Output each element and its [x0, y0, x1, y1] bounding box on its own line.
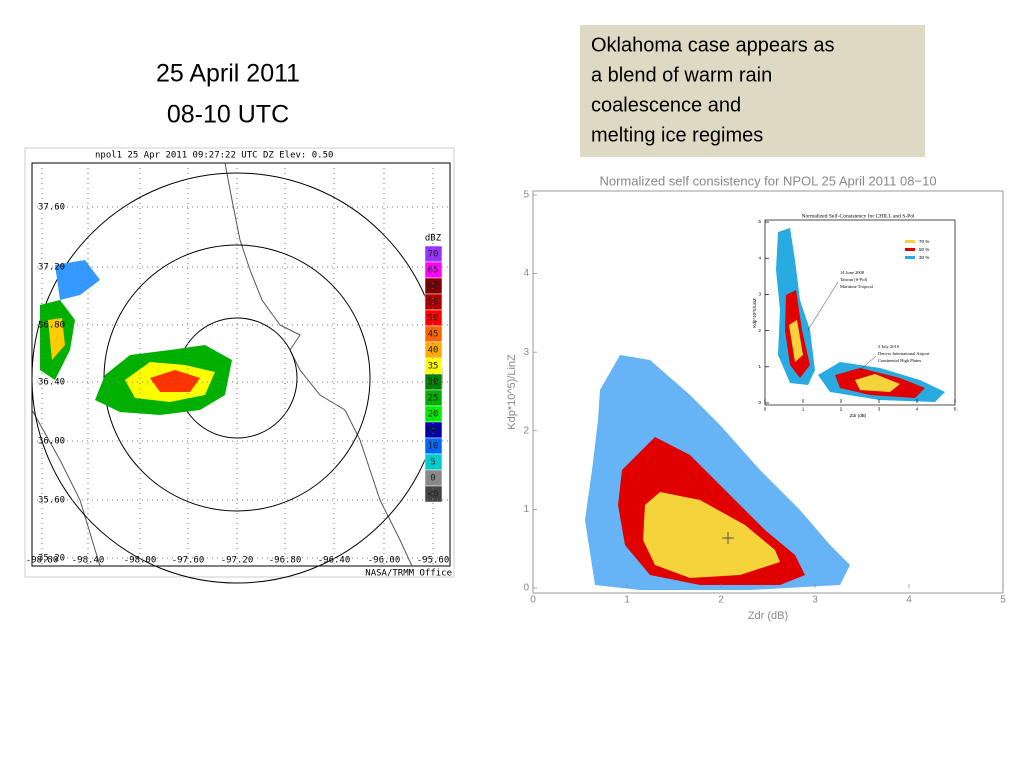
x-tick-label: 3 — [878, 407, 881, 412]
echo — [48, 318, 65, 360]
annotation: 3 July 2010 — [878, 344, 900, 349]
inset-plot — [764, 219, 956, 406]
lon-label: -96.00 — [368, 556, 401, 566]
lon-label: -98.40 — [72, 556, 105, 566]
radar-plot — [31, 162, 451, 567]
lat-label: 35.60 — [38, 496, 65, 506]
note-text: melting ice regimes — [591, 124, 763, 146]
y-tick-label: 5 — [523, 190, 529, 201]
inset-chart: Normalized Self-Consistency for CHILL an… — [752, 210, 962, 422]
lon-label: -98.80 — [26, 556, 59, 566]
colorbar-label: 65 — [428, 266, 439, 276]
radar-header: npol1 25 Apr 2011 09:27:22 UTC DZ Elev: … — [95, 151, 333, 161]
colorbar-label: 5 — [430, 458, 435, 468]
echo — [150, 370, 200, 392]
x-tick-label: 4 — [916, 407, 919, 412]
colorbar-label: 60 — [428, 282, 439, 292]
x-tick-label: 4 — [906, 595, 912, 606]
border — [31, 409, 101, 567]
y-tick-label: 1 — [523, 504, 529, 515]
y-tick-label: 4 — [758, 255, 761, 260]
lon-label: -98.00 — [124, 556, 157, 566]
y-tick-label: 2 — [523, 425, 529, 436]
lat-label: 36.40 — [38, 378, 65, 388]
plot-frame — [532, 190, 1004, 594]
x-axis-label: Zdr (dB) — [748, 610, 788, 622]
colorbar-label: 30 — [428, 378, 439, 388]
note-text: a blend of warm rain — [591, 64, 772, 86]
lat-label: 37.60 — [38, 203, 65, 213]
lat-label: 37.20 — [38, 263, 65, 273]
x-tick-label: 3 — [812, 595, 818, 606]
lat-label: 35.20 — [38, 554, 65, 564]
colorbar-label: 40 — [428, 346, 439, 356]
inset-x-label: Zdr (dB) — [850, 413, 867, 418]
annotation: 14 June 2008 — [840, 270, 865, 275]
legend-swatch — [905, 256, 915, 259]
y-tick-label: 3 — [758, 292, 761, 297]
note-box — [580, 25, 925, 157]
slide-title: 25 April 2011 — [156, 60, 300, 88]
lon-label: -96.40 — [318, 556, 351, 566]
inset-title: Normalized Self-Consistency for CHILL an… — [802, 212, 915, 219]
centroid — [722, 532, 734, 544]
y-tick-label: 0 — [758, 400, 761, 405]
lon-label: -97.20 — [221, 556, 254, 566]
legend-swatch — [905, 248, 915, 251]
chart-title: Normalized self consistency for NPOL 25 … — [599, 173, 936, 188]
colorbar-label: 10 — [428, 442, 439, 452]
colorbar-label: 55 — [428, 298, 439, 308]
inset-contour — [789, 320, 803, 362]
x-tick-label: 1 — [802, 407, 805, 412]
lat-label: 36.80 — [38, 321, 65, 331]
legend-label: 30 % — [919, 255, 929, 260]
x-tick-label: 5 — [954, 407, 957, 412]
contour-70 — [643, 492, 780, 578]
lat-label: 36.00 — [38, 437, 65, 447]
lon-label: -95.60 — [417, 556, 450, 566]
legend-label: 70 % — [919, 239, 929, 244]
border — [224, 162, 413, 567]
y-tick-label: 3 — [523, 347, 529, 358]
x-tick-label: 2 — [718, 595, 724, 606]
inset-contour — [855, 374, 900, 392]
x-tick-label: 5 — [1000, 595, 1006, 606]
colorbar-label: 20 — [428, 410, 439, 420]
annotation: Continental High Plains — [878, 358, 921, 363]
inset-y-label: Kdp*10^5/LinZ — [752, 298, 757, 328]
x-tick-label: 0 — [764, 407, 767, 412]
annotation: Taiwan (S-Pol) — [840, 277, 868, 282]
lon-label: -97.60 — [172, 556, 205, 566]
legend-swatch — [905, 240, 915, 243]
radar-image: npol1 25 Apr 2011 09:27:22 UTC DZ Elev: … — [24, 147, 455, 584]
annotation: Maritime Tropical — [840, 284, 874, 289]
colorbar-label: 70 — [428, 250, 439, 260]
legend-label: 50 % — [919, 247, 929, 252]
y-tick-label: 5 — [758, 219, 761, 224]
echo — [55, 260, 100, 300]
colorbar-label: 15 — [428, 426, 439, 436]
y-axis-label: Kdp*10^5)/LinZ — [506, 354, 518, 430]
consistency-chart: Normalized self consistency for NPOL 25 … — [506, 173, 1006, 621]
x-tick-label: 0 — [530, 595, 536, 606]
y-tick-label: 0 — [523, 583, 529, 594]
x-tick-label: 1 — [624, 595, 630, 606]
colorbar-label: 45 — [428, 330, 439, 340]
radar-credit: NASA/TRMM Office — [365, 569, 452, 579]
x-tick-label: 2 — [840, 407, 843, 412]
y-tick-label: 4 — [523, 268, 529, 279]
lon-label: -96.80 — [269, 556, 302, 566]
colorbar-label: <0 — [428, 490, 439, 500]
y-tick-label: 2 — [758, 328, 761, 333]
note-text: Oklahoma case appears as — [591, 34, 834, 56]
y-tick-label: 1 — [758, 364, 761, 369]
annotation-line — [807, 281, 877, 371]
note-text: coalescence and — [591, 94, 741, 116]
colorbar-label: 35 — [428, 362, 439, 372]
slide-title: 08-10 UTC — [167, 101, 289, 129]
annotation: Denver International Airport — [878, 351, 930, 356]
